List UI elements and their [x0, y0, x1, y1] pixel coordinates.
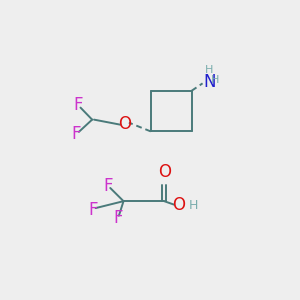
Text: H: H — [189, 199, 198, 212]
Text: O: O — [158, 163, 171, 181]
Text: F: F — [72, 125, 81, 143]
Text: H: H — [205, 64, 213, 75]
Text: F: F — [88, 201, 98, 219]
Text: O: O — [118, 115, 131, 133]
Text: N: N — [204, 73, 216, 91]
Text: F: F — [104, 177, 113, 195]
Text: O: O — [172, 196, 185, 214]
Text: F: F — [74, 96, 83, 114]
Text: H: H — [211, 75, 220, 85]
Text: F: F — [113, 209, 122, 227]
